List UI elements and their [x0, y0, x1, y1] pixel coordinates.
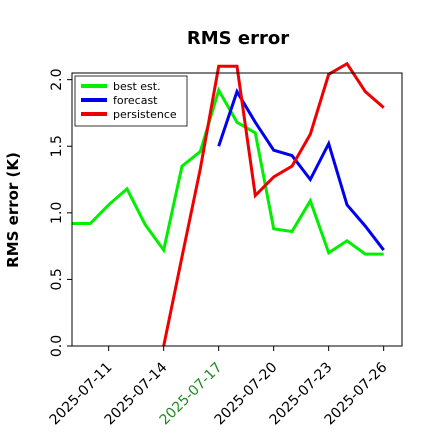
legend-label: persistence [113, 108, 177, 121]
y-axis-label: RMS error (K) [4, 152, 22, 268]
chart-title: RMS error [187, 28, 289, 49]
y-tick-label: 2.0 [49, 69, 65, 91]
plot-frame [71, 72, 403, 347]
series-line-persistence [162, 61, 385, 347]
legend-label: best est. [113, 80, 161, 93]
y-tick-label: 0.5 [49, 268, 65, 290]
series-line-forecast [217, 88, 385, 252]
series-line-best-est [72, 86, 384, 256]
series-layer [72, 61, 385, 347]
y-tick-label: 1.0 [49, 202, 65, 224]
y-tick-label: 1.5 [49, 135, 65, 157]
legend-label: forecast [113, 94, 158, 107]
axes-frame [71, 72, 403, 347]
y-tick-label: 0.0 [49, 335, 65, 357]
